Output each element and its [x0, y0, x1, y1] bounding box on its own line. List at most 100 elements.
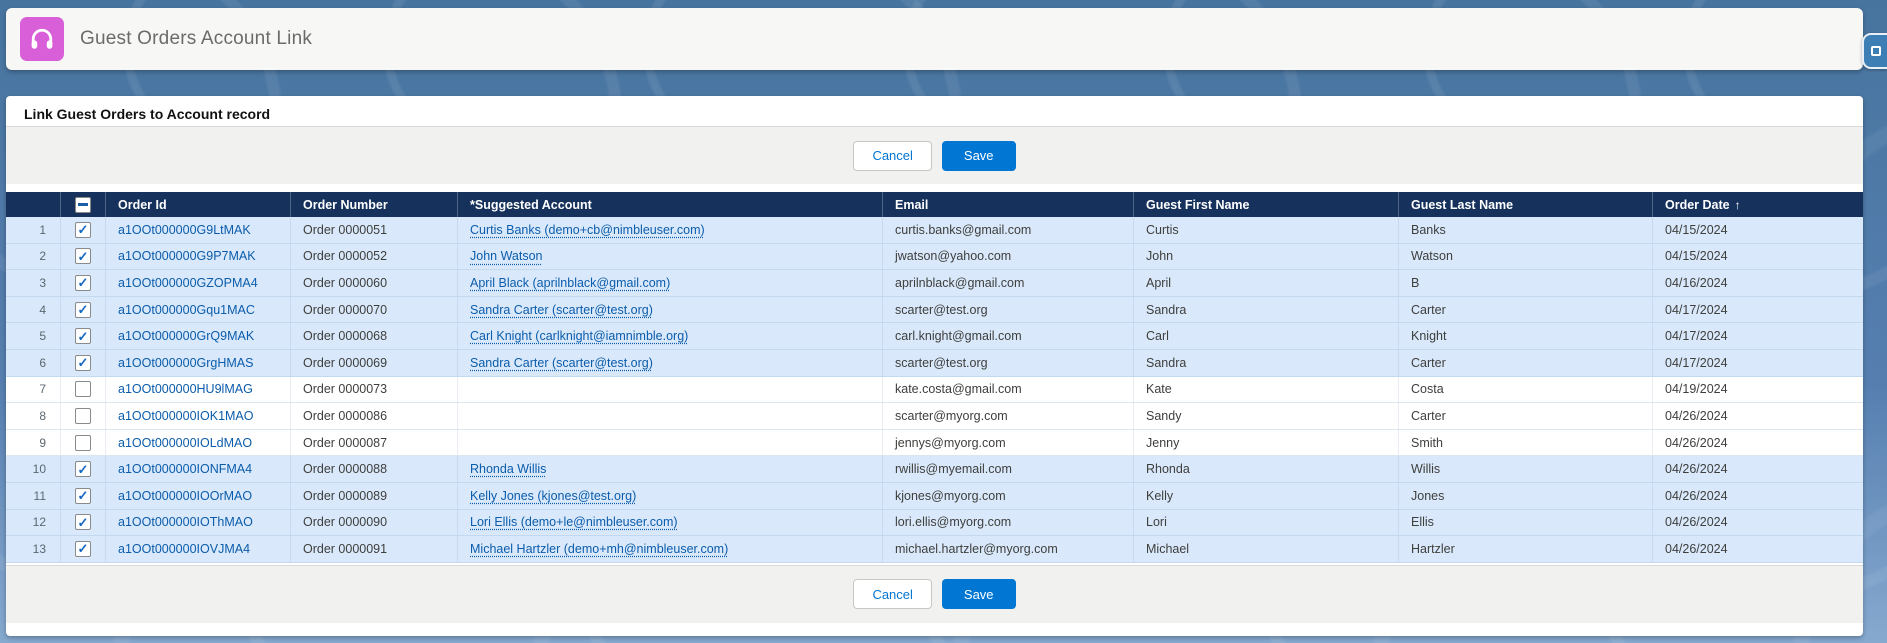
row-checkbox[interactable]: [75, 407, 91, 424]
order-number-cell: Order 0000052: [291, 243, 458, 270]
order-id-link[interactable]: a1OOt000000Gqu1MAC: [118, 302, 255, 317]
row-number: 11: [6, 482, 61, 509]
row-checkbox[interactable]: [75, 274, 91, 291]
row-checkbox-cell: [61, 536, 106, 562]
last-name-cell: Hartzler: [1399, 536, 1653, 562]
suggested-account-link[interactable]: Michael Hartzler (demo+mh@nimbleuser.com…: [470, 541, 729, 556]
docked-utility-icon: [1870, 46, 1881, 56]
last-name-cell: Carter: [1399, 296, 1653, 323]
suggested-account-cell: Michael Hartzler (demo+mh@nimbleuser.com…: [458, 536, 883, 562]
row-checkbox[interactable]: [75, 381, 91, 398]
row-number: 1: [6, 217, 61, 243]
row-number: 7: [6, 376, 61, 403]
row-checkbox[interactable]: [75, 487, 91, 504]
suggested-account-link[interactable]: Curtis Banks (demo+cb@nimbleuser.com): [470, 222, 705, 237]
save-button[interactable]: Save: [941, 140, 1016, 171]
order-id-link[interactable]: a1OOt000000G9LtMAK: [118, 222, 251, 237]
order-date-cell: 04/17/2024: [1665, 355, 1728, 370]
order-number-cell: Order 0000051: [291, 217, 458, 243]
row-number: 6: [6, 349, 61, 376]
row-checkbox[interactable]: [75, 248, 91, 265]
order-id-link[interactable]: a1OOt000000GZOPMA4: [118, 275, 258, 290]
spacer: [6, 184, 1863, 192]
order-id-link[interactable]: a1OOt000000GrgHMAS: [118, 355, 254, 370]
order-number-cell: Order 0000068: [291, 323, 458, 349]
suggested-account-link[interactable]: Kelly Jones (kjones@test.org): [470, 488, 637, 503]
column-header-email[interactable]: Email: [883, 192, 1134, 217]
guest-orders-table: Order Id Order Number *Suggested Account…: [6, 192, 1863, 563]
order-id-link[interactable]: a1OOt000000IOOrMAO: [118, 488, 253, 503]
order-date-cell: 04/26/2024: [1665, 515, 1728, 530]
order-id-link[interactable]: a1OOt000000HU9lMAG: [118, 382, 253, 397]
row-checkbox-cell: [61, 482, 106, 509]
first-name-cell: Jenny: [1134, 429, 1399, 456]
suggested-account-link[interactable]: Sandra Carter (scarter@test.org): [470, 302, 653, 317]
order-id-link[interactable]: a1OOt000000GrQ9MAK: [118, 329, 255, 344]
suggested-account-cell: Carl Knight (carlknight@iamnimble.org): [458, 323, 883, 349]
row-checkbox-cell: [61, 217, 106, 243]
first-name-cell: Lori: [1134, 509, 1399, 536]
email-cell: michael.hartzler@myorg.com: [883, 536, 1134, 562]
first-name-cell: John: [1134, 243, 1399, 270]
order-id-link[interactable]: a1OOt000000IONFMA4: [118, 462, 253, 477]
row-checkbox[interactable]: [75, 540, 91, 557]
table-row: 8 a1OOt000000IOK1MAO Order 0000086 scart…: [6, 403, 1863, 430]
column-header-last-name[interactable]: Guest Last Name: [1399, 192, 1653, 217]
cancel-button-bottom[interactable]: Cancel: [853, 579, 932, 610]
suggested-account-cell: John Watson: [458, 243, 883, 270]
last-name-cell: B: [1399, 270, 1653, 296]
email-cell: rwillis@myemail.com: [883, 456, 1134, 482]
order-number-cell: Order 0000090: [291, 509, 458, 536]
row-checkbox[interactable]: [75, 461, 91, 478]
order-id-cell: a1OOt000000GZOPMA4: [106, 270, 291, 296]
order-number-cell: Order 0000060: [291, 270, 458, 296]
order-id-link[interactable]: a1OOt000000IOVJMA4: [118, 541, 251, 556]
order-id-link[interactable]: a1OOt000000IOK1MAO: [118, 408, 254, 423]
first-name-cell: Sandra: [1134, 349, 1399, 376]
order-id-cell: a1OOt000000HU9lMAG: [106, 376, 291, 403]
suggested-account-link[interactable]: April Black (aprilnblack@gmail.com): [470, 275, 671, 290]
email-cell: jennys@myorg.com: [883, 429, 1134, 456]
order-date-cell: 04/26/2024: [1665, 462, 1728, 477]
first-name-cell: Rhonda: [1134, 456, 1399, 482]
suggested-account-link[interactable]: Lori Ellis (demo+le@nimbleuser.com): [470, 515, 678, 530]
order-date-cell: 04/26/2024: [1665, 488, 1728, 503]
column-header-first-name[interactable]: Guest First Name: [1134, 192, 1399, 217]
row-checkbox[interactable]: [75, 328, 91, 345]
row-checkbox[interactable]: [75, 221, 91, 238]
suggested-account-link[interactable]: Carl Knight (carlknight@iamnimble.org): [470, 329, 689, 344]
last-name-cell: Ellis: [1399, 509, 1653, 536]
docked-utility-button[interactable]: [1862, 33, 1887, 69]
first-name-cell: Sandra: [1134, 296, 1399, 323]
row-checkbox-cell: [61, 323, 106, 349]
row-checkbox[interactable]: [75, 434, 91, 451]
order-id-cell: a1OOt000000IOThMAO: [106, 509, 291, 536]
row-checkbox[interactable]: [75, 354, 91, 371]
suggested-account-link[interactable]: John Watson: [470, 249, 543, 264]
suggested-account-link[interactable]: Rhonda Willis: [470, 462, 547, 477]
column-header-order-number[interactable]: Order Number: [291, 192, 458, 217]
email-cell: scarter@test.org: [883, 296, 1134, 323]
select-all-checkbox[interactable]: [75, 196, 91, 213]
column-header-order-id[interactable]: Order Id: [106, 192, 291, 217]
cancel-button[interactable]: Cancel: [853, 140, 932, 171]
suggested-account-cell: Rhonda Willis: [458, 456, 883, 482]
column-header-suggested-account[interactable]: *Suggested Account: [458, 192, 883, 217]
row-number: 10: [6, 456, 61, 482]
row-checkbox[interactable]: [75, 301, 91, 318]
page-title: Guest Orders Account Link: [80, 28, 313, 49]
column-header-order-date[interactable]: Order Date ↑: [1653, 192, 1863, 217]
table-row: 12 a1OOt000000IOThMAO Order 0000090 Lori…: [6, 509, 1863, 537]
row-number: 9: [6, 429, 61, 456]
row-checkbox[interactable]: [75, 514, 91, 531]
order-id-link[interactable]: a1OOt000000G9P7MAK: [118, 249, 256, 264]
email-cell: jwatson@yahoo.com: [883, 243, 1134, 270]
last-name-cell: Banks: [1399, 217, 1653, 243]
order-id-link[interactable]: a1OOt000000IOThMAO: [118, 515, 253, 530]
panel-heading: Link Guest Orders to Account record: [24, 106, 271, 122]
row-checkbox-cell: [61, 403, 106, 429]
save-button-bottom[interactable]: Save: [941, 579, 1016, 610]
table-row: 7 a1OOt000000HU9lMAG Order 0000073 kate.…: [6, 376, 1863, 404]
suggested-account-link[interactable]: Sandra Carter (scarter@test.org): [470, 355, 653, 370]
order-id-link[interactable]: a1OOt000000IOLdMAO: [118, 435, 253, 450]
